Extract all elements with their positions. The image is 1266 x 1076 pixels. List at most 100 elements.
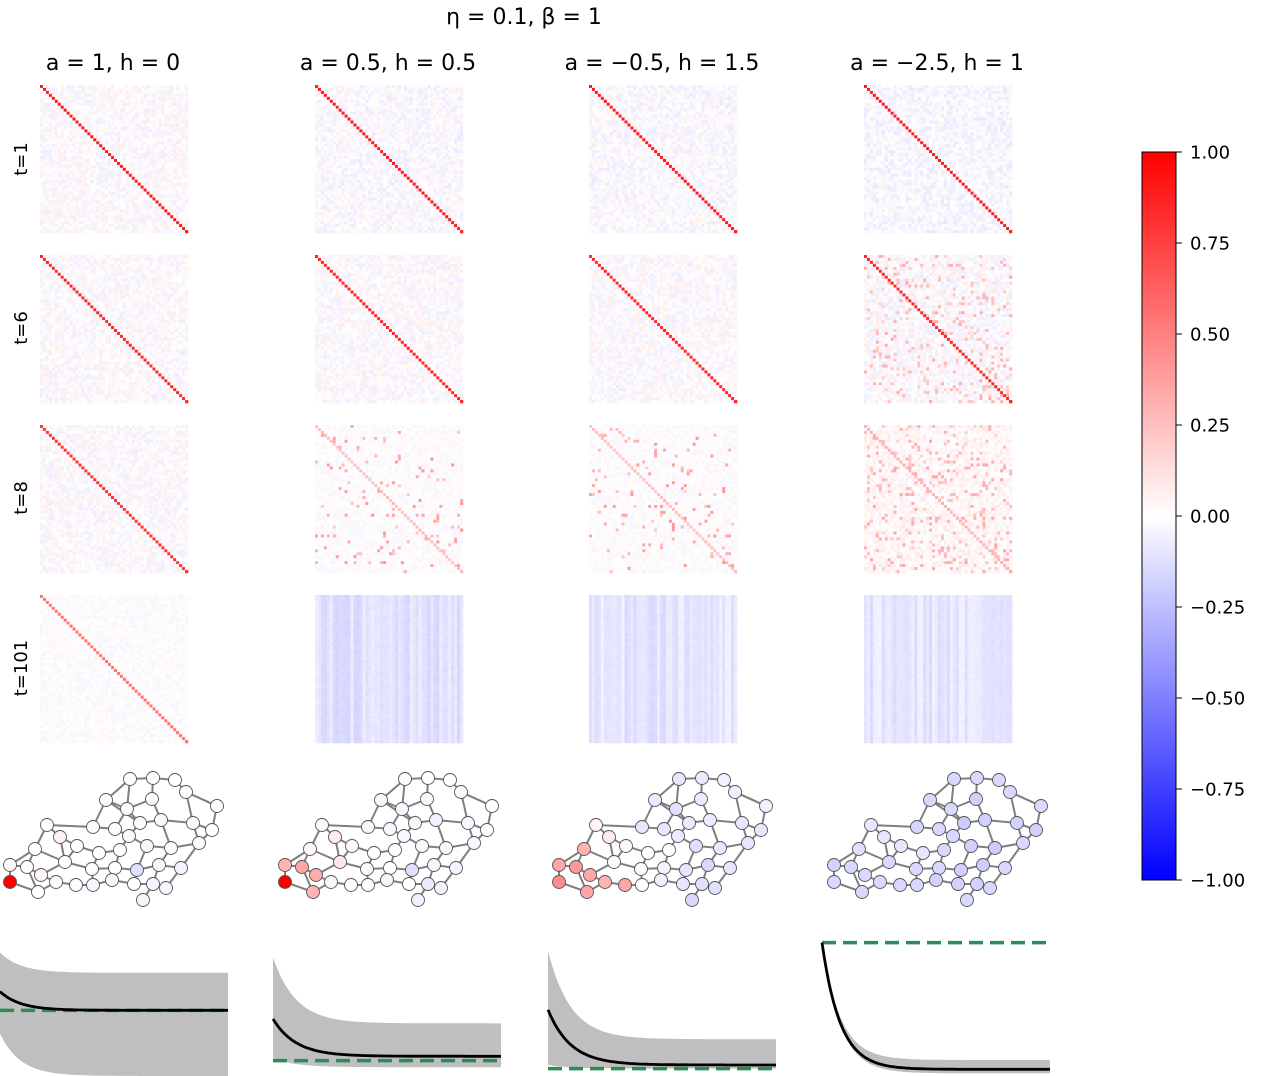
graph-node <box>435 882 448 895</box>
graph-node <box>930 874 943 887</box>
column-headers: a = 1, h = 0 a = 0.5, h = 0.5 a = −0.5, … <box>46 51 1024 76</box>
graph-node <box>584 869 597 882</box>
graph-node <box>948 773 961 786</box>
heatmap-t=8-col4 <box>864 425 1012 573</box>
graph-node <box>368 847 381 860</box>
heatmap-t=8-col1 <box>40 425 188 573</box>
convergence-plot-col3 <box>548 951 776 1069</box>
graph-node <box>695 793 708 806</box>
graph-node <box>683 817 696 830</box>
heatmap-t=6-col2 <box>315 255 463 403</box>
graph-node <box>403 878 416 891</box>
graph-node <box>134 817 147 830</box>
graph-node <box>422 772 435 785</box>
graph-node <box>933 823 946 836</box>
graph-node <box>444 774 457 787</box>
graph-node <box>329 831 342 844</box>
colorbar-tick-label: 1.00 <box>1190 143 1230 164</box>
graph-node <box>878 831 891 844</box>
graph-node <box>945 803 958 816</box>
uncertainty-band <box>548 951 776 1069</box>
graph-node <box>346 840 359 853</box>
graph-node <box>578 843 591 856</box>
graph-node <box>947 830 960 843</box>
graph-node <box>155 814 168 827</box>
graph-node <box>109 862 122 875</box>
graph-node <box>334 856 347 869</box>
graph-node <box>384 823 397 836</box>
row-label-t1: t=1 <box>11 142 32 176</box>
graph-node <box>123 830 136 843</box>
graph-node <box>1030 824 1043 837</box>
graph-node <box>933 862 946 875</box>
heatmap-t=101-col2 <box>315 595 463 743</box>
graph-node <box>409 817 422 830</box>
graph-node <box>979 814 992 827</box>
graph-node <box>389 844 402 857</box>
row-label-t101: t=101 <box>11 640 32 697</box>
graph-node <box>673 773 686 786</box>
graph-node <box>649 794 662 807</box>
graph-node <box>910 863 923 876</box>
graph-node <box>316 819 329 832</box>
graph-node <box>663 844 676 857</box>
heatmap-t=1-col4 <box>864 85 1012 233</box>
graph-node <box>755 824 768 837</box>
graph-node <box>93 847 106 860</box>
graph-node <box>440 842 453 855</box>
graph-node <box>853 843 866 856</box>
graph-node <box>169 774 182 787</box>
graph-node <box>696 878 709 891</box>
graph-node <box>35 869 48 882</box>
graph-node <box>958 817 971 830</box>
graph-node <box>965 840 978 853</box>
graph-node <box>41 819 54 832</box>
graph-node <box>828 876 841 889</box>
column-header-1: a = 1, h = 0 <box>46 51 180 76</box>
network-graphs <box>4 772 1048 907</box>
graph-node <box>375 794 388 807</box>
graph-node <box>971 878 984 891</box>
graph-node <box>121 803 134 816</box>
graph-node <box>59 856 72 869</box>
graph-node <box>345 879 358 892</box>
graph-node <box>165 842 178 855</box>
graph-node <box>677 878 690 891</box>
graph-node <box>160 882 173 895</box>
graph-node <box>4 876 17 889</box>
graph-node <box>608 856 621 869</box>
graph-node <box>590 819 603 832</box>
graph-node <box>619 879 632 892</box>
graph-node <box>971 772 984 785</box>
graph-node <box>398 830 411 843</box>
graph-node <box>642 847 655 860</box>
heatmap-t=6-col4 <box>864 255 1012 403</box>
graph-node <box>924 794 937 807</box>
graph-node <box>672 830 685 843</box>
graph-node <box>970 793 983 806</box>
graph-node <box>187 817 200 830</box>
graph-node <box>180 786 193 799</box>
graph-node <box>655 874 668 887</box>
graph-node <box>599 876 612 889</box>
graph-node <box>911 879 924 892</box>
graph-node <box>486 800 499 813</box>
heatmap-t=1-col1 <box>40 85 188 233</box>
graph-node <box>32 886 45 899</box>
column-header-2: a = 0.5, h = 0.5 <box>300 51 476 76</box>
graph-node <box>70 879 83 892</box>
graph-node <box>87 879 100 892</box>
graph-node <box>146 793 159 806</box>
graph-node <box>416 840 429 853</box>
graph-node <box>989 842 1002 855</box>
column-header-3: a = −0.5, h = 1.5 <box>565 51 760 76</box>
graph-node <box>412 894 425 907</box>
graph-node <box>670 803 683 816</box>
graph-node <box>993 774 1006 787</box>
graph-node <box>709 882 722 895</box>
colorbar-tick-label: 0.00 <box>1190 507 1230 528</box>
heatmap-t=8-col2 <box>315 425 463 573</box>
graph-node <box>736 817 749 830</box>
graph-node <box>938 844 951 857</box>
